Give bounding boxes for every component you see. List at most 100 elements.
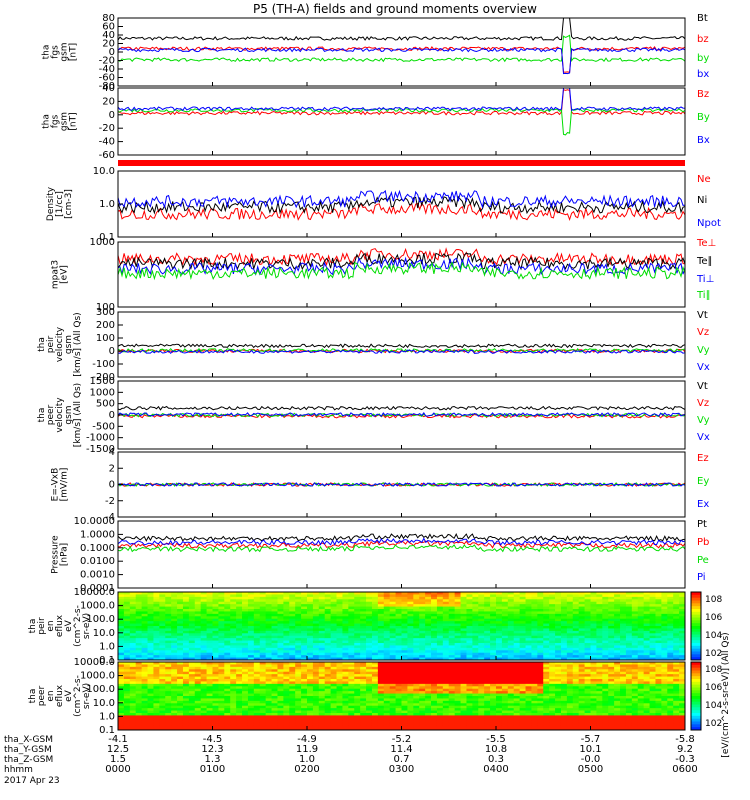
heatmap-cell	[271, 715, 278, 719]
heatmap-cell	[318, 693, 326, 697]
heatmap-cell	[123, 666, 131, 670]
heatmap-cell	[129, 633, 137, 637]
heatmap-cell	[496, 647, 503, 651]
heatmap-cell	[188, 601, 196, 605]
heatmap-cell	[419, 618, 426, 622]
heatmap-cell	[218, 623, 225, 627]
heatmap-cell	[230, 616, 237, 620]
heatmap-cell	[141, 621, 148, 624]
heatmap-cell	[194, 679, 202, 682]
heatmap-cell	[153, 725, 160, 728]
heatmap-cell	[348, 616, 355, 620]
heatmap-cell	[318, 679, 326, 682]
heatmap-cell	[679, 616, 686, 620]
heatmap-cell	[318, 628, 326, 632]
heatmap-cell	[135, 626, 143, 629]
heatmap-cell	[360, 722, 367, 726]
heatmap-cell	[614, 601, 621, 605]
heatmap-cell	[466, 683, 473, 687]
heatmap-cell	[448, 635, 456, 639]
heatmap-cell	[460, 621, 467, 624]
heatmap-cell	[153, 594, 160, 598]
heatmap-cell	[525, 698, 532, 702]
heatmap-cell	[501, 618, 509, 622]
heatmap-cell	[129, 725, 137, 728]
heatmap-cell	[123, 655, 131, 658]
heatmap-cell	[289, 664, 296, 668]
heatmap-cell	[649, 657, 656, 661]
heatmap-cell	[584, 640, 591, 644]
heatmap-cell	[283, 710, 290, 714]
heatmap-cell	[360, 693, 367, 697]
series-line-bz	[117, 45, 686, 73]
heatmap-cell	[366, 671, 373, 675]
heatmap-cell	[377, 655, 385, 658]
heatmap-cell	[460, 676, 467, 680]
heatmap-cell	[265, 633, 272, 637]
heatmap-cell	[596, 635, 603, 639]
heatmap-cell	[182, 688, 190, 692]
y-tick-label: -1500	[86, 444, 115, 455]
heatmap-cell	[242, 647, 249, 651]
heatmap-cell	[230, 715, 237, 719]
y-tick-label: -60	[99, 73, 115, 84]
heatmap-cell	[519, 686, 526, 690]
heatmap-cell	[336, 618, 343, 622]
heatmap-cell	[655, 613, 662, 617]
heatmap-cell	[200, 727, 207, 731]
heatmap-cell	[501, 683, 509, 687]
heatmap-cell	[129, 616, 137, 620]
heatmap-cell	[200, 691, 207, 694]
heatmap-cell	[230, 691, 237, 694]
heatmap-cell	[307, 691, 314, 694]
heatmap-cell	[224, 635, 231, 639]
y-axis-label: [nT]	[69, 112, 79, 130]
heatmap-cell	[129, 623, 137, 627]
heatmap-cell	[342, 594, 349, 598]
heatmap-cell	[513, 655, 521, 658]
heatmap-cell	[637, 609, 645, 612]
heatmap-cell	[147, 696, 154, 699]
heatmap-cell	[419, 671, 426, 675]
heatmap-cell	[490, 633, 497, 637]
heatmap-cell	[318, 662, 326, 665]
heatmap-cell	[425, 596, 432, 600]
heatmap-cell	[218, 725, 225, 728]
heatmap-cell	[301, 696, 308, 699]
heatmap-cell	[147, 601, 154, 605]
heatmap-cell	[253, 693, 261, 697]
heatmap-cell	[123, 691, 131, 694]
heatmap-cell	[366, 683, 373, 687]
heatmap-cell	[543, 647, 550, 651]
heatmap-cell	[371, 626, 379, 629]
heatmap-cell	[389, 599, 396, 603]
heatmap-cell	[236, 643, 243, 646]
heatmap-cell	[182, 633, 190, 637]
heatmap-cell	[253, 688, 261, 692]
heatmap-cell	[277, 626, 284, 629]
heatmap-cell	[289, 671, 296, 675]
heatmap-cell	[289, 681, 296, 685]
heatmap-cell	[608, 652, 615, 656]
heatmap-cell	[301, 727, 308, 731]
heatmap-cell	[460, 613, 467, 617]
heatmap-cell	[442, 725, 450, 728]
heatmap-cell	[277, 623, 284, 627]
heatmap-cell	[194, 652, 202, 656]
heatmap-cell	[466, 674, 473, 677]
heatmap-cell	[454, 601, 461, 605]
heatmap-cell	[543, 638, 550, 641]
heatmap-cell	[637, 613, 645, 617]
heatmap-cell	[513, 720, 521, 724]
heatmap-cell	[224, 722, 231, 726]
heatmap-cell	[389, 647, 396, 651]
heatmap-cell	[218, 666, 225, 670]
heatmap-cell	[123, 720, 131, 724]
heatmap-cell	[643, 655, 650, 658]
series-line-Vx	[117, 349, 686, 355]
heatmap-cell	[348, 679, 355, 682]
heatmap-cell	[247, 722, 255, 726]
heatmap-cell	[171, 681, 178, 685]
heatmap-cell	[366, 715, 373, 719]
heatmap-cell	[147, 618, 154, 622]
